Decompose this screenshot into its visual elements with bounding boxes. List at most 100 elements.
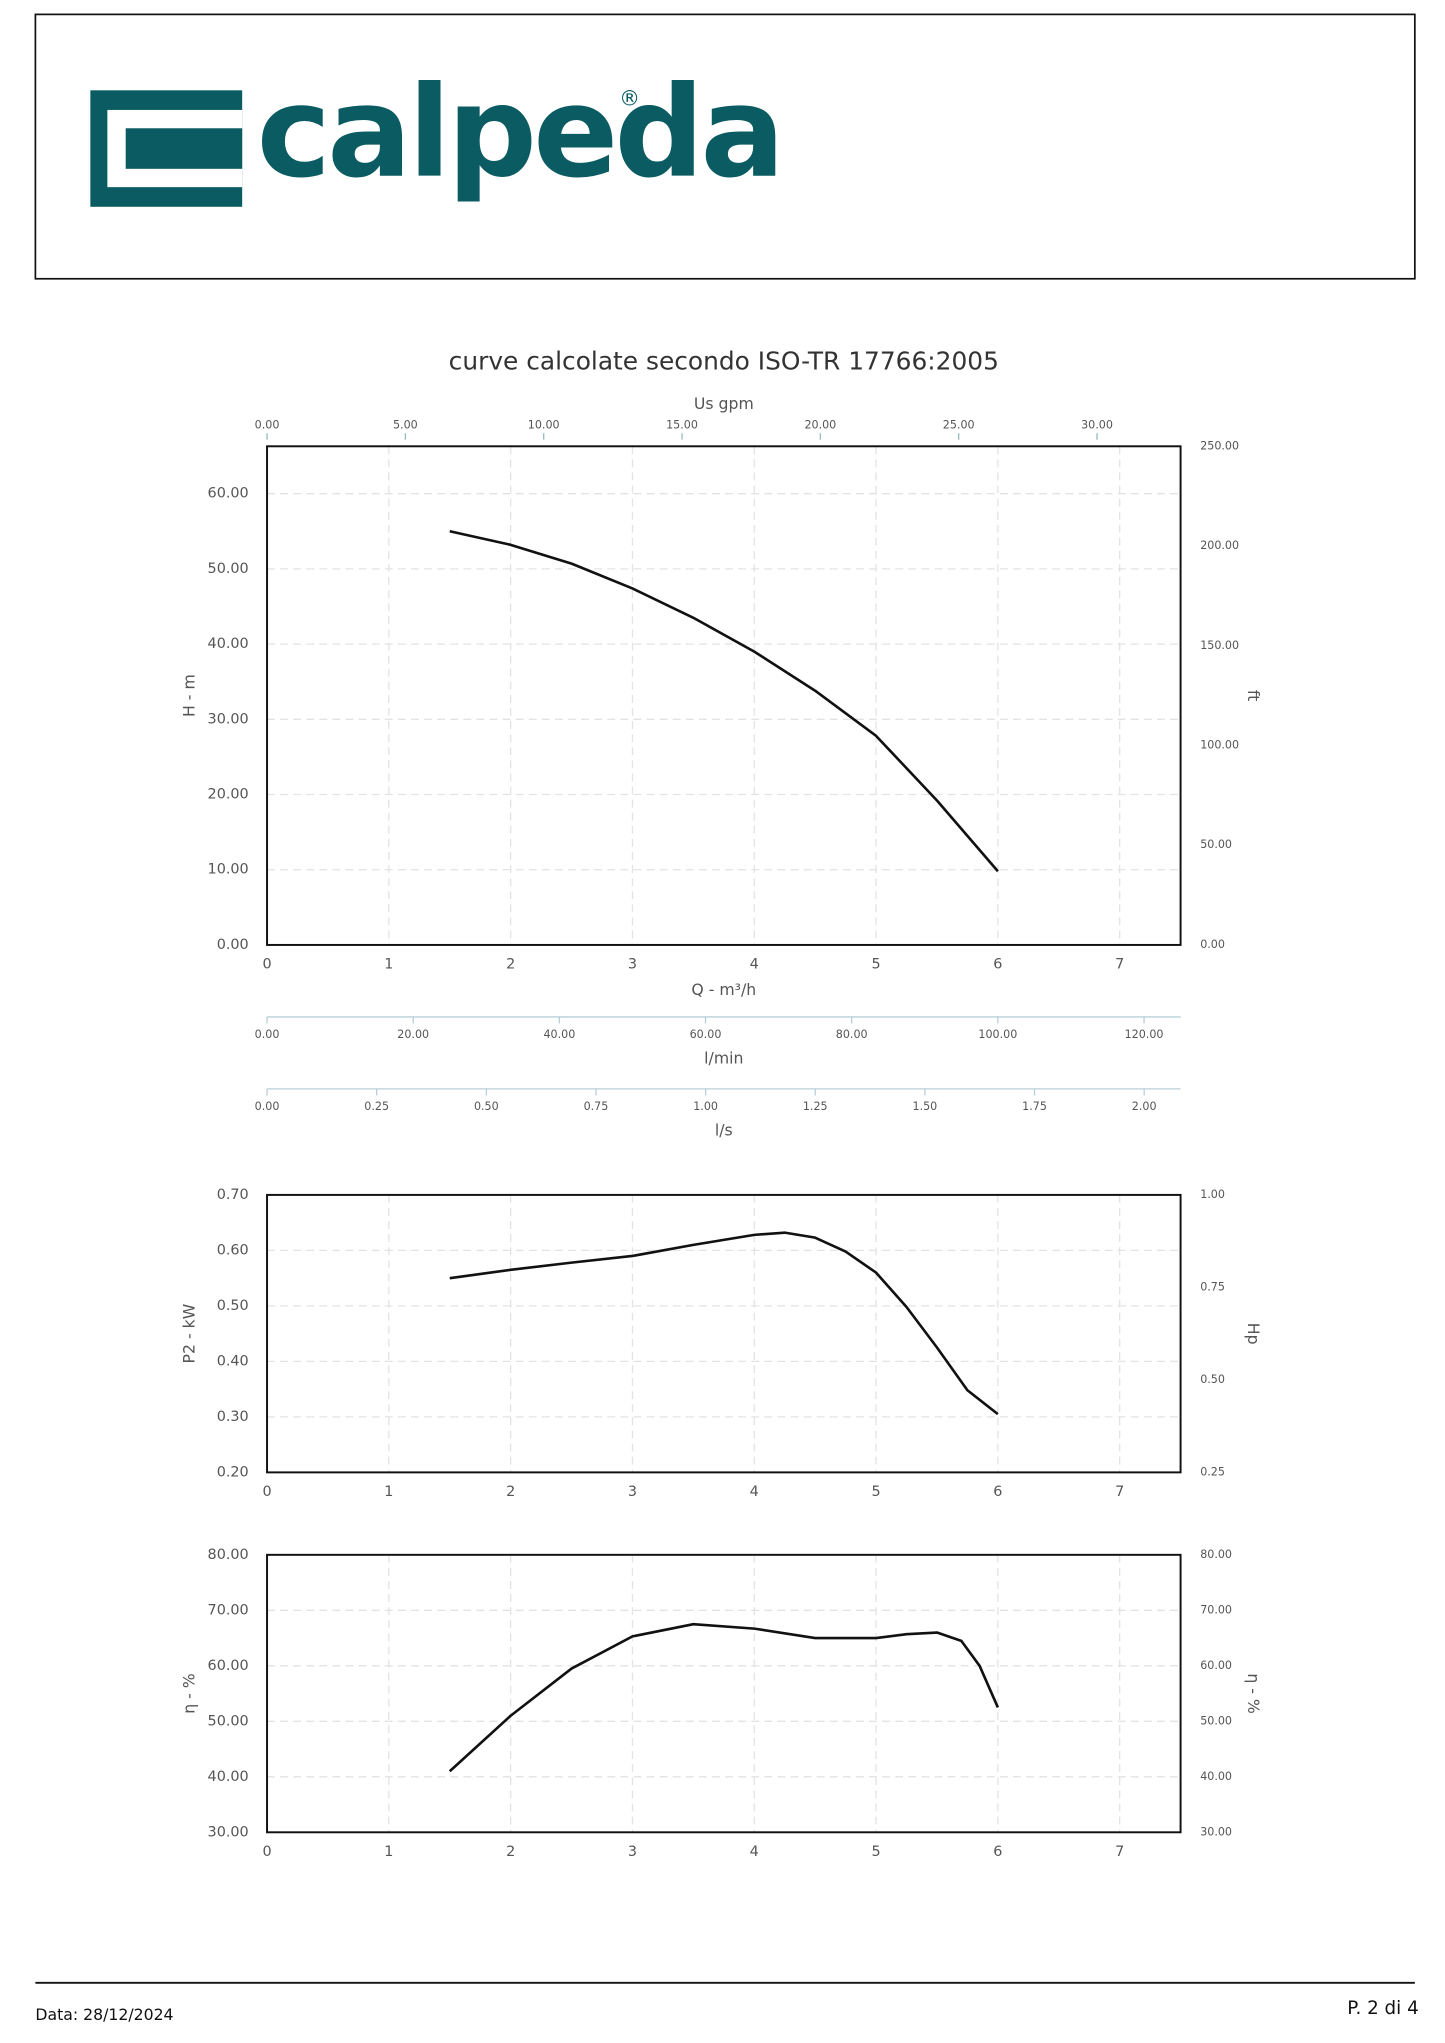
x-tick-label: 1 [384, 1844, 393, 1860]
x-tick-label: 6 [993, 1484, 1002, 1500]
y2-tick-label: 40.00 [1200, 1770, 1232, 1783]
y2-tick-label: 150.00 [1200, 639, 1239, 652]
y2-axis-label: Hp [1244, 1323, 1263, 1345]
extra-axis-tick-label: 120.00 [1125, 1028, 1164, 1041]
y-tick-label: 0.50 [217, 1298, 249, 1314]
x2-tick-label: 20.00 [804, 418, 836, 431]
extra-axis-tick-label: 1.50 [913, 1100, 938, 1113]
x2-axis-label: Us gpm [694, 394, 754, 413]
logo-mark-bar [125, 128, 243, 169]
y2-tick-label: 80.00 [1200, 1548, 1232, 1561]
x-tick-label: 0 [262, 957, 271, 973]
x-axis-label: Q - m³/h [691, 980, 756, 999]
x-tick-label: 3 [628, 1844, 637, 1860]
y-tick-label: 0.70 [217, 1187, 249, 1203]
y2-tick-label: 200.00 [1200, 539, 1239, 552]
x-tick-label: 3 [628, 1484, 637, 1500]
extra-axis-label: l/s [715, 1120, 733, 1139]
x-tick-label: 4 [750, 1484, 759, 1500]
y-tick-label: 30.00 [208, 1824, 249, 1840]
chart-title: curve calcolate secondo ISO-TR 17766:200… [449, 347, 999, 376]
y-tick-label: 10.00 [208, 862, 249, 878]
y-tick-label: 0.30 [217, 1409, 249, 1425]
extra-axis-tick-label: 0.00 [255, 1100, 280, 1113]
y2-tick-label: 60.00 [1200, 1659, 1232, 1672]
y-tick-label: 50.00 [208, 1713, 249, 1729]
x-tick-label: 0 [262, 1484, 271, 1500]
extra-axis-tick-label: 60.00 [690, 1028, 722, 1041]
y2-tick-label: 1.00 [1200, 1188, 1225, 1201]
x-tick-label: 7 [1115, 1844, 1124, 1860]
y2-tick-label: 70.00 [1200, 1603, 1232, 1616]
y-tick-label: 70.00 [208, 1602, 249, 1618]
plot-frame [266, 1193, 1182, 1474]
y-axis-label: P2 - kW [179, 1304, 198, 1364]
x-tick-label: 5 [871, 1844, 880, 1860]
y-tick-label: 0.40 [217, 1353, 249, 1369]
logo-text: calpeda [257, 59, 782, 206]
y-tick-label: 80.00 [208, 1547, 249, 1563]
y-tick-label: 0.00 [217, 937, 249, 953]
extra-axis-tick-label: 1.00 [693, 1100, 718, 1113]
y-axis-label: η - % [179, 1673, 198, 1714]
x2-tick-label: 0.00 [255, 418, 280, 431]
data-line [448, 1622, 1000, 1773]
y-tick-label: 0.60 [217, 1242, 249, 1258]
extra-axis-label: l/min [704, 1048, 743, 1067]
extra-axis-tick-label: 0.00 [255, 1028, 280, 1041]
y-tick-label: 40.00 [208, 1769, 249, 1785]
extra-axis-tick-label: 1.75 [1022, 1100, 1047, 1113]
x-tick-label: 7 [1115, 957, 1124, 973]
x2-tick-label: 25.00 [943, 418, 975, 431]
extra-axis-tick-label: 20.00 [397, 1028, 429, 1041]
y2-tick-label: 0.25 [1200, 1465, 1225, 1478]
x2-tick-label: 10.00 [528, 418, 560, 431]
y2-tick-label: 100.00 [1200, 738, 1239, 751]
extra-axis-tick-label: 0.25 [364, 1100, 389, 1113]
y2-tick-label: 50.00 [1200, 1714, 1232, 1727]
y2-axis-label: η - % [1244, 1673, 1263, 1714]
y-tick-label: 20.00 [208, 787, 249, 803]
x-tick-label: 3 [628, 957, 637, 973]
footer-page: P. 2 di 4 [1347, 1998, 1419, 2019]
data-line [449, 1231, 999, 1416]
x-tick-label: 1 [384, 957, 393, 973]
x-tick-label: 2 [506, 1484, 515, 1500]
y2-tick-label: 50.00 [1200, 838, 1232, 851]
y2-axis-label: ft [1244, 690, 1263, 701]
extra-axis-tick-label: 100.00 [978, 1028, 1017, 1041]
x-tick-label: 5 [871, 957, 880, 973]
header-box [34, 13, 1416, 280]
extra-axis-tick-label: 80.00 [836, 1028, 868, 1041]
x-tick-label: 4 [750, 957, 759, 973]
x-tick-label: 6 [993, 1844, 1002, 1860]
y-axis-label: H - m [179, 674, 198, 717]
x-tick-label: 7 [1115, 1484, 1124, 1500]
x-tick-label: 0 [262, 1844, 271, 1860]
x-tick-label: 2 [506, 1844, 515, 1860]
x-tick-label: 1 [384, 1484, 393, 1500]
extra-axis-tick-label: 0.50 [474, 1100, 499, 1113]
y-tick-label: 30.00 [208, 711, 249, 727]
x2-tick-label: 15.00 [666, 418, 698, 431]
logo-registered: ® [619, 86, 640, 110]
extra-axis-tick-label: 0.75 [584, 1100, 609, 1113]
extra-axis-tick-label: 1.25 [803, 1100, 828, 1113]
plot-frame [266, 445, 1182, 946]
y-tick-label: 0.20 [217, 1464, 249, 1480]
y-tick-label: 60.00 [208, 486, 249, 502]
y-tick-label: 50.00 [208, 561, 249, 577]
x-tick-label: 4 [750, 1844, 759, 1860]
x2-tick-label: 5.00 [393, 418, 418, 431]
y2-tick-label: 30.00 [1200, 1825, 1232, 1838]
extra-axis-tick-label: 40.00 [543, 1028, 575, 1041]
plot-frame [266, 1553, 1182, 1834]
y2-tick-label: 0.75 [1200, 1280, 1225, 1293]
data-line [449, 530, 999, 873]
x-tick-label: 5 [871, 1484, 880, 1500]
x-tick-label: 6 [993, 957, 1002, 973]
x2-tick-label: 30.00 [1081, 418, 1113, 431]
y2-tick-label: 250.00 [1200, 439, 1239, 452]
